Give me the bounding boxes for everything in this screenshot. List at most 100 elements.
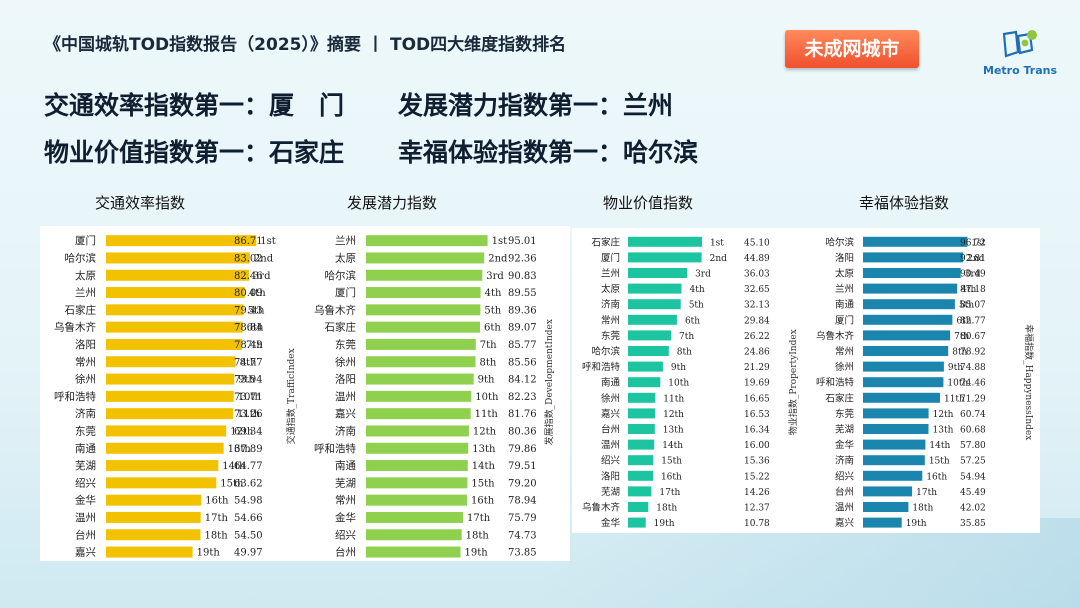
category-label: 哈尔滨 bbox=[325, 269, 357, 282]
bar bbox=[863, 252, 964, 263]
bar bbox=[628, 408, 656, 419]
value-label: 85.07 bbox=[960, 301, 986, 311]
bar bbox=[628, 330, 671, 341]
category-label: 嘉兴 bbox=[75, 546, 96, 558]
value-label: 82.23 bbox=[508, 392, 537, 403]
bar bbox=[863, 502, 909, 512]
value-label: 12.37 bbox=[744, 504, 770, 514]
category-label: 常州 bbox=[335, 494, 356, 507]
rank-label: 1st bbox=[971, 238, 985, 248]
value-label: 79.86 bbox=[508, 444, 537, 455]
bar bbox=[366, 235, 488, 247]
value-label: 79.20 bbox=[508, 478, 537, 489]
category-label: 石家庄 bbox=[325, 321, 357, 334]
bar bbox=[863, 439, 926, 450]
value-label: 74.88 bbox=[960, 363, 986, 373]
rank-label: 7th bbox=[480, 340, 497, 351]
rank-label: 5th bbox=[689, 301, 704, 311]
rank-label: 1st bbox=[260, 236, 276, 247]
category-label: 洛阳 bbox=[75, 338, 96, 351]
value-label: 92.36 bbox=[508, 253, 537, 264]
value-label: 44.89 bbox=[744, 254, 770, 264]
value-label: 96.72 bbox=[960, 238, 986, 248]
rank-label: 1st bbox=[710, 238, 724, 248]
bar bbox=[628, 424, 655, 434]
bar bbox=[106, 529, 201, 541]
category-label: 绍兴 bbox=[601, 455, 620, 467]
bar bbox=[366, 442, 469, 454]
value-label: 73.71 bbox=[234, 392, 263, 403]
rank-label: 13th bbox=[472, 444, 496, 455]
value-label: 64.77 bbox=[234, 461, 263, 472]
rank-label: 8th bbox=[240, 357, 257, 368]
headline-property: 物业价值指数第一：石家庄 bbox=[44, 138, 345, 167]
rank-label: 11th bbox=[475, 409, 499, 420]
page-header: 《中国城轨TOD指数报告（2025）》摘要丨 TOD四大维度指数排名 bbox=[44, 30, 566, 55]
category-label: 常州 bbox=[835, 346, 854, 358]
bar bbox=[628, 299, 681, 310]
bar bbox=[863, 486, 913, 497]
bar bbox=[863, 424, 929, 434]
value-label: 74.73 bbox=[508, 530, 537, 541]
bar bbox=[106, 546, 193, 558]
bar bbox=[366, 460, 468, 472]
bar bbox=[628, 283, 682, 294]
value-label: 32.13 bbox=[744, 301, 770, 311]
chart-development: 交通指数_TrafficIndex 兰州 1st 95.01 太原 2nd 92.36 哈尔滨… bbox=[285, 234, 537, 558]
rank-label: 10th bbox=[668, 379, 689, 389]
value-label: 24.86 bbox=[744, 348, 770, 358]
value-label: 54.50 bbox=[234, 530, 263, 541]
rank-label: 7th bbox=[246, 340, 263, 351]
category-label: 济南 bbox=[75, 407, 96, 420]
category-label: 台州 bbox=[835, 486, 854, 498]
axis-label: 交通指数_TrafficIndex bbox=[285, 348, 297, 444]
axis-label: 发展指数_DevelopmentIndex bbox=[543, 319, 555, 445]
background-train-graphic bbox=[540, 518, 1080, 608]
bar bbox=[628, 346, 669, 356]
value-label: 89.55 bbox=[508, 288, 537, 299]
bar bbox=[628, 455, 654, 466]
bar bbox=[106, 460, 219, 472]
rank-label: 19th bbox=[906, 519, 927, 529]
category-label: 济南 bbox=[601, 299, 620, 311]
rank-label: 17th bbox=[916, 488, 937, 498]
bar bbox=[106, 390, 234, 402]
category-label: 乌鲁木齐 bbox=[54, 321, 96, 334]
value-label: 36.03 bbox=[744, 270, 770, 280]
category-label: 呼和浩特 bbox=[582, 361, 621, 373]
value-label: 16.65 bbox=[744, 394, 770, 404]
bar bbox=[106, 477, 217, 489]
category-label: 金华 bbox=[75, 494, 96, 507]
bar bbox=[366, 304, 481, 316]
rank-label: 14th bbox=[222, 461, 246, 472]
rank-label: 11th bbox=[944, 394, 965, 404]
value-label: 86.71 bbox=[234, 236, 263, 247]
rank-label: 17th bbox=[467, 513, 491, 524]
metro-trans-logo-icon bbox=[1002, 30, 1037, 58]
category-label: 温州 bbox=[601, 440, 620, 451]
rank-label: 12th bbox=[933, 410, 954, 420]
rank-label: 6th bbox=[247, 323, 264, 334]
value-label: 15.22 bbox=[744, 472, 770, 482]
value-label: 80.36 bbox=[508, 426, 537, 437]
value-label: 19.69 bbox=[744, 379, 770, 389]
category-label: 芜湖 bbox=[601, 486, 620, 498]
value-label: 57.80 bbox=[960, 441, 986, 451]
category-label: 济南 bbox=[335, 424, 356, 437]
category-label: 太原 bbox=[835, 268, 854, 280]
rank-label: 4th bbox=[961, 285, 976, 295]
value-label: 74.77 bbox=[234, 357, 263, 368]
rank-label: 11th bbox=[663, 394, 684, 404]
bar bbox=[366, 338, 476, 350]
rank-label: 14th bbox=[662, 441, 683, 451]
rank-label: 2nd bbox=[967, 254, 985, 264]
value-label: 73.85 bbox=[508, 548, 537, 558]
bar bbox=[366, 408, 471, 420]
value-label: 75.79 bbox=[508, 513, 537, 524]
rank-label: 4th bbox=[249, 288, 266, 299]
bar bbox=[863, 470, 923, 481]
header-separator: 丨 bbox=[366, 35, 384, 55]
bar bbox=[106, 511, 201, 523]
bar bbox=[863, 283, 958, 294]
bar bbox=[106, 425, 227, 437]
